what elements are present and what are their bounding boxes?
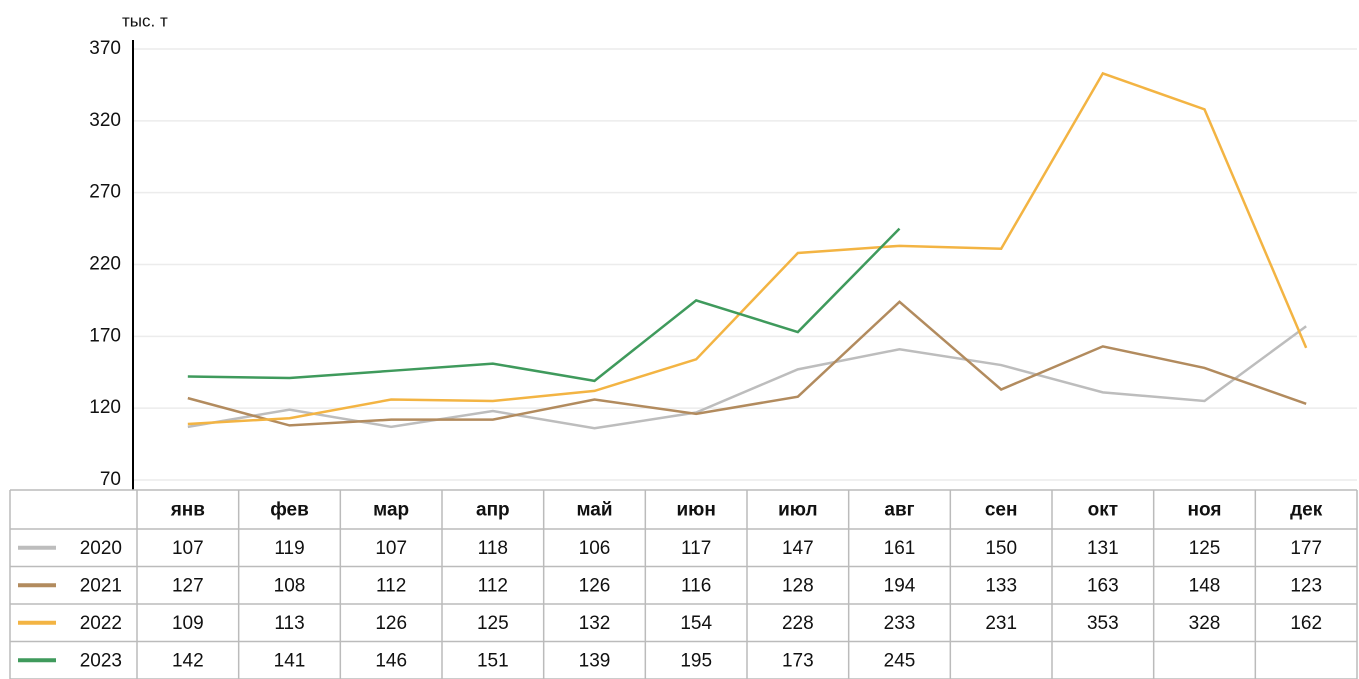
table-value: 328 — [1189, 613, 1221, 634]
table-value: 126 — [375, 613, 407, 634]
series-line — [187, 71, 1308, 426]
table-value: 112 — [376, 575, 406, 596]
table-value: 119 — [274, 538, 304, 559]
y-tick-label: 370 — [89, 38, 121, 59]
legend-label: 2023 — [80, 650, 122, 671]
table-value: 107 — [172, 538, 204, 559]
table-value: 150 — [985, 538, 1017, 559]
table-value: 132 — [579, 613, 611, 634]
table-value: 151 — [477, 650, 509, 671]
table-value: 126 — [579, 575, 611, 596]
series-line — [187, 300, 1307, 427]
x-tick-label: ноя — [1188, 500, 1222, 521]
table-value: 142 — [172, 650, 204, 671]
table-value: 173 — [782, 650, 814, 671]
table-value: 162 — [1290, 613, 1322, 634]
table-value: 228 — [782, 613, 814, 634]
x-tick-label: июл — [778, 500, 818, 521]
table-value: 133 — [985, 575, 1017, 596]
table-value: 112 — [478, 575, 508, 596]
legend-label: 2020 — [80, 538, 122, 559]
x-tick-label: мар — [373, 500, 409, 521]
legend-label: 2021 — [80, 575, 122, 596]
table-value: 117 — [681, 538, 711, 559]
table-value: 107 — [375, 538, 407, 559]
table-value: 116 — [681, 575, 711, 596]
x-tick-label: окт — [1088, 500, 1118, 521]
table-value: 125 — [1189, 538, 1221, 559]
table-value: 154 — [680, 613, 712, 634]
y-unit: тыс. т — [122, 11, 168, 30]
series-line — [187, 227, 901, 383]
x-tick-label: фев — [270, 500, 309, 521]
table-value: 177 — [1290, 538, 1322, 559]
table-value: 148 — [1189, 575, 1221, 596]
y-tick-label: 270 — [89, 182, 121, 203]
y-tick-label: 70 — [100, 469, 121, 490]
x-tick-label: дек — [1290, 500, 1323, 521]
y-tick-label: 170 — [89, 325, 121, 346]
table-value: 194 — [884, 575, 916, 596]
table-value: 161 — [884, 538, 916, 559]
table-value: 113 — [274, 613, 304, 634]
x-tick-label: сен — [985, 500, 1018, 521]
table-value: 139 — [579, 650, 611, 671]
x-tick-label: апр — [476, 500, 510, 521]
table-value: 127 — [172, 575, 204, 596]
series-line — [187, 325, 1307, 430]
table-value: 146 — [375, 650, 407, 671]
table-value: 141 — [274, 650, 306, 671]
x-tick-label: май — [576, 500, 612, 521]
table-value: 106 — [579, 538, 611, 559]
legend-label: 2022 — [80, 613, 122, 634]
table-value: 353 — [1087, 613, 1119, 634]
table-value: 245 — [884, 650, 916, 671]
table-value: 118 — [478, 538, 508, 559]
table-value: 128 — [782, 575, 814, 596]
x-tick-label: авг — [884, 500, 914, 521]
table-value: 231 — [985, 613, 1017, 634]
table-value: 125 — [477, 613, 509, 634]
x-tick-label: июн — [676, 500, 715, 521]
table-value: 108 — [274, 575, 306, 596]
table-value: 163 — [1087, 575, 1119, 596]
y-tick-label: 220 — [89, 254, 121, 275]
y-tick-label: 320 — [89, 110, 121, 131]
table-value: 131 — [1087, 538, 1119, 559]
table-value: 147 — [782, 538, 814, 559]
y-tick-label: 120 — [89, 397, 121, 418]
table-value: 123 — [1290, 575, 1322, 596]
x-tick-label: янв — [170, 500, 205, 521]
table-value: 195 — [680, 650, 712, 671]
table-value: 109 — [172, 613, 204, 634]
table-value: 233 — [884, 613, 916, 634]
